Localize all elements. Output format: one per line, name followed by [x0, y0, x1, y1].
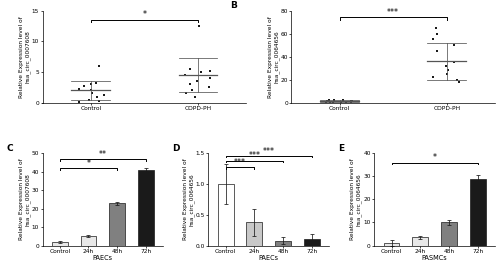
Bar [470, 179, 486, 246]
Y-axis label: Relative Expression level of
hsa_circ_0007608: Relative Expression level of hsa_circ_00… [18, 159, 30, 240]
Point [180, 73, 188, 77]
X-axis label: PAECs: PAECs [93, 255, 113, 261]
Point [196, 70, 204, 74]
Text: ***: *** [248, 152, 260, 161]
Point [186, 82, 194, 86]
Point [87, 88, 95, 92]
Point [85, 97, 93, 102]
Text: *: * [432, 153, 436, 162]
Point [329, 100, 337, 104]
Point [192, 79, 200, 83]
Point [450, 60, 458, 64]
Text: ***: *** [387, 8, 399, 17]
Text: *: * [86, 159, 90, 168]
Point [88, 91, 96, 96]
Text: E: E [338, 144, 344, 153]
Point [322, 99, 330, 103]
Y-axis label: Relative Expression level of
hsa_circ_0007608: Relative Expression level of hsa_circ_00… [19, 16, 30, 97]
Y-axis label: Relative Expression level of
hsa_circ_0064656: Relative Expression level of hsa_circ_00… [268, 16, 279, 97]
Bar [304, 239, 320, 246]
Text: **: ** [99, 150, 107, 159]
Point [342, 100, 350, 105]
Bar [218, 184, 234, 246]
Point [450, 43, 458, 47]
Y-axis label: Relative Expression level of
hsa_circ_0064656: Relative Expression level of hsa_circ_00… [350, 159, 362, 240]
Point [330, 98, 338, 102]
Bar [441, 223, 457, 246]
Point [432, 26, 440, 30]
Point [430, 37, 438, 41]
Point [75, 87, 83, 91]
Point [347, 99, 355, 103]
Point [326, 98, 334, 102]
Bar [275, 241, 291, 246]
Point [95, 64, 103, 68]
Point [195, 24, 203, 28]
X-axis label: PASMCs: PASMCs [422, 255, 448, 261]
Text: B: B [230, 1, 237, 10]
Point [100, 93, 108, 97]
Point [322, 100, 330, 104]
Bar [52, 242, 68, 246]
Point [442, 64, 450, 68]
Point [206, 85, 214, 89]
Point [80, 83, 88, 88]
Point [86, 82, 94, 86]
Point [206, 69, 214, 73]
Text: ***: *** [263, 147, 275, 155]
Point [186, 67, 194, 71]
Bar [412, 237, 428, 246]
Point [444, 72, 452, 76]
Point [348, 100, 356, 104]
Y-axis label: Relative Expression level of
hsa_circ_0064656: Relative Expression level of hsa_circ_00… [182, 159, 194, 240]
Point [190, 95, 198, 99]
Point [92, 81, 100, 85]
X-axis label: PAECs: PAECs [259, 255, 279, 261]
Bar [138, 170, 154, 246]
Text: ***: *** [234, 158, 246, 167]
Bar [246, 222, 262, 246]
Bar [110, 203, 125, 246]
Point [452, 78, 460, 82]
Point [182, 91, 190, 96]
Point [455, 80, 463, 84]
Point [75, 100, 83, 104]
Point [432, 31, 440, 36]
Text: C: C [6, 144, 13, 153]
Point [348, 98, 356, 103]
Bar [80, 236, 96, 246]
Point [434, 49, 442, 53]
Point [93, 95, 101, 99]
Point [94, 99, 102, 103]
Point [444, 68, 452, 73]
Point [206, 76, 214, 80]
Point [336, 100, 344, 104]
Bar [384, 243, 400, 246]
Text: *: * [142, 10, 146, 19]
Point [338, 98, 346, 102]
Text: D: D [172, 144, 180, 153]
Point [188, 88, 196, 92]
Point [326, 100, 334, 105]
Point [429, 75, 437, 79]
